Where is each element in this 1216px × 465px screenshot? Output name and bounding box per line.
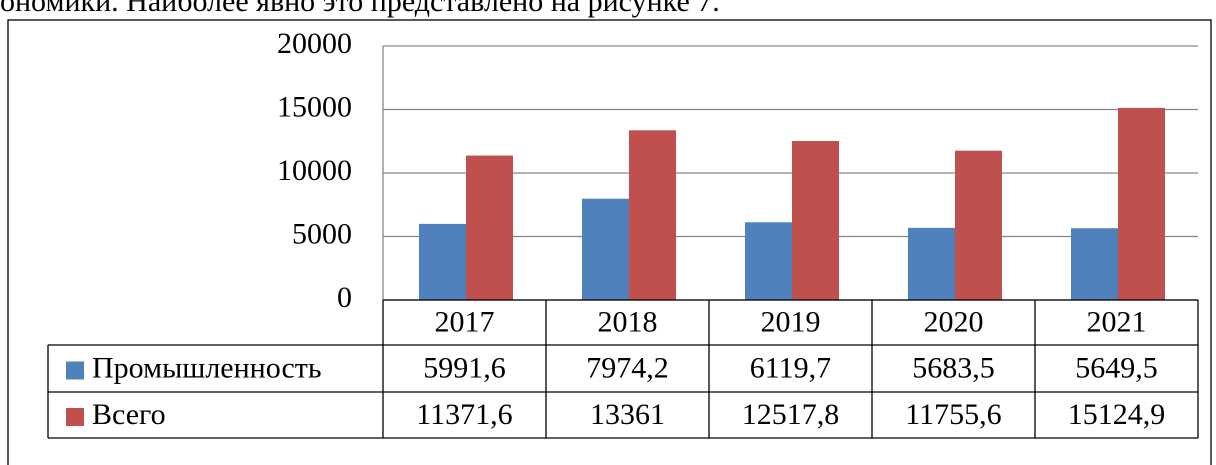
x-tick-label: 2019 (761, 305, 821, 338)
x-tick-label: 2021 (1087, 305, 1147, 338)
table-value: 7974,2 (586, 351, 669, 384)
table-value: 11371,6 (416, 398, 512, 431)
bar (419, 223, 466, 300)
y-tick-label: 15000 (277, 90, 352, 123)
y-tick-label: 5000 (292, 217, 352, 250)
table-value: 6119,7 (750, 351, 831, 384)
y-tick-label: 20000 (277, 27, 352, 60)
caption-fragment: ономики. Наиболее явно это представлено … (0, 0, 720, 18)
chart-frame (7, 19, 1212, 465)
legend-label: Промышленность (92, 351, 322, 384)
bar (745, 222, 792, 300)
bar (1118, 107, 1165, 300)
table-value: 5649,5 (1075, 351, 1158, 384)
table-value: 15124,9 (1068, 398, 1166, 431)
bar (1071, 228, 1118, 300)
table-value: 5683,5 (912, 351, 995, 384)
bar (955, 150, 1002, 300)
x-tick-label: 2020 (924, 305, 984, 338)
x-tick-label: 2017 (435, 305, 495, 338)
bar (582, 198, 629, 300)
bar (792, 141, 839, 300)
legend-swatch (66, 408, 84, 426)
legend-label: Всего (92, 398, 166, 431)
table-value: 13361 (590, 398, 665, 431)
table-value: 5991,6 (423, 351, 506, 384)
table-value: 11755,6 (905, 398, 1001, 431)
bar (908, 227, 955, 300)
x-tick-label: 2018 (598, 305, 658, 338)
y-tick-label: 10000 (277, 154, 352, 187)
table-value: 12517,8 (742, 398, 840, 431)
bar (466, 155, 513, 300)
legend-swatch (66, 361, 84, 380)
y-tick-label: 0 (337, 281, 352, 314)
bar (629, 130, 676, 300)
